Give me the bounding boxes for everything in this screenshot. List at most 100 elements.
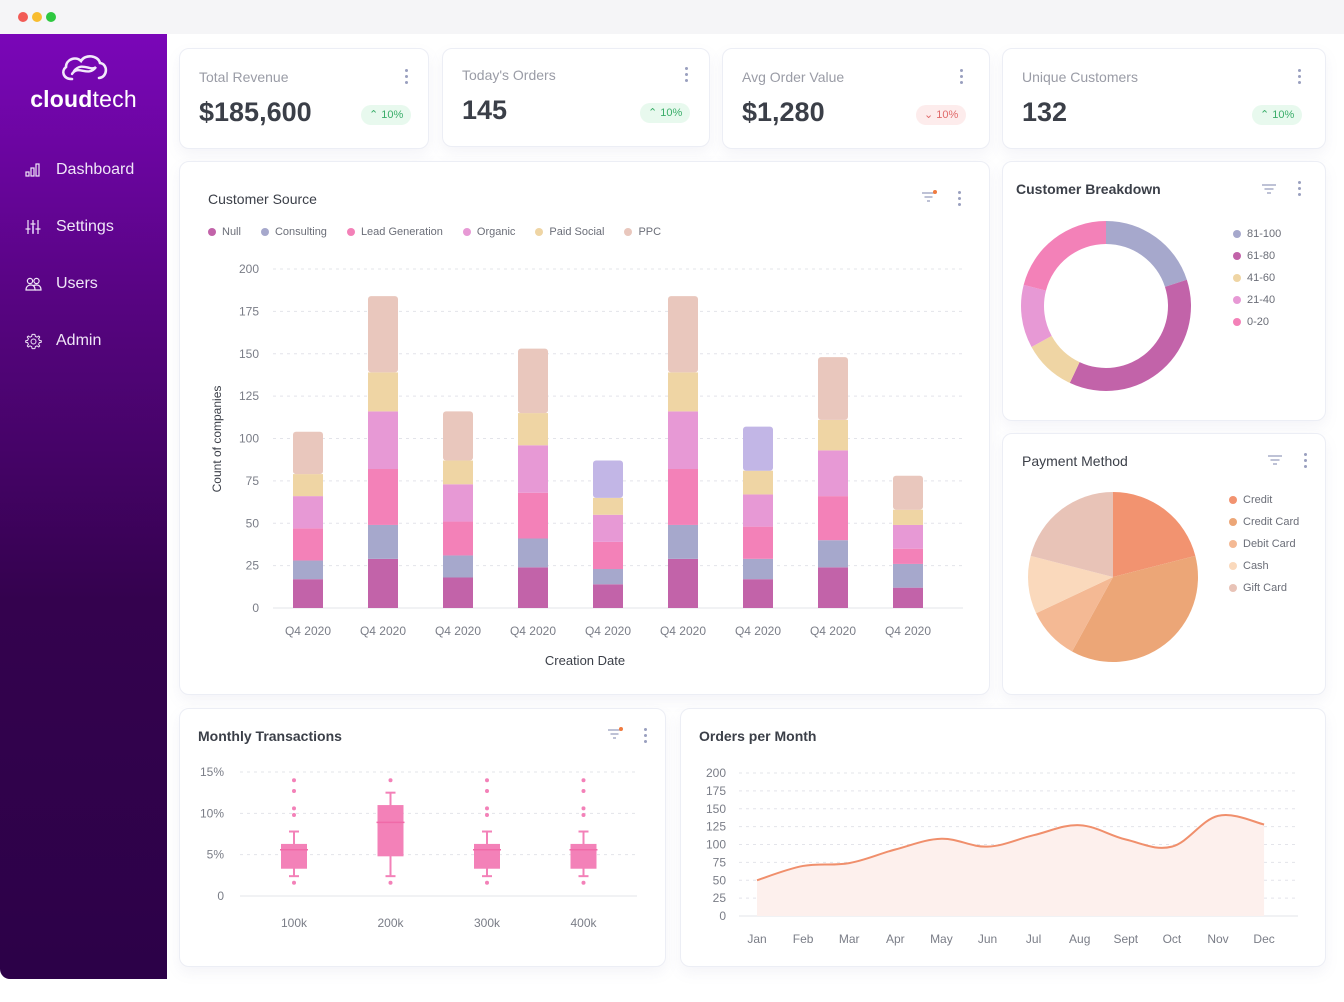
x-tick-label: Jun xyxy=(978,932,997,946)
bar-segment xyxy=(443,484,473,522)
more-options-icon[interactable] xyxy=(405,69,409,85)
payment-method-card: Payment Method Credit Credit Card Debit Ca… xyxy=(1002,433,1326,695)
window-titlebar xyxy=(0,0,1344,34)
sidebar-item-users[interactable]: Users xyxy=(24,272,98,296)
bar-stack xyxy=(443,411,473,608)
bar-segment xyxy=(293,474,323,497)
more-options-icon[interactable] xyxy=(644,728,648,744)
sidebar-item-settings[interactable]: Settings xyxy=(24,215,114,239)
monthly-transactions-card: Monthly Transactions 0 5% 10% 15% 100k 200k 30… xyxy=(179,708,666,967)
legend-item[interactable]: Paid Social xyxy=(535,226,604,238)
sidebar-item-dashboard[interactable]: Dashboard xyxy=(24,158,134,182)
orders-per-month-chart: 0 25 50 75 100 125 150 175 200 Jan Feb Mar Apr May Jun… xyxy=(706,766,1298,946)
y-tick-label: 200 xyxy=(706,766,726,780)
bar-segment xyxy=(893,563,923,588)
bar-segment xyxy=(518,538,548,568)
minimize-window-button[interactable] xyxy=(32,12,42,22)
card-title: Customer Breakdown xyxy=(1016,181,1161,197)
y-tick-label: 10% xyxy=(200,806,224,820)
y-tick-label: 125 xyxy=(239,389,259,403)
y-tick-label: 150 xyxy=(239,347,259,361)
legend-swatch xyxy=(1229,540,1237,548)
legend-item[interactable]: Credit Card xyxy=(1229,511,1299,533)
legend-item[interactable]: Consulting xyxy=(260,226,327,238)
legend-item[interactable]: Organic xyxy=(462,226,515,238)
change-badge: ⌃ 10% xyxy=(361,105,412,125)
area-fill xyxy=(757,815,1265,916)
close-window-button[interactable] xyxy=(18,12,28,22)
more-options-icon[interactable] xyxy=(1304,453,1308,469)
cloud-logo-icon xyxy=(61,55,107,81)
legend-swatch xyxy=(462,228,471,236)
legend-label: 81-100 xyxy=(1247,228,1282,240)
legend-item[interactable]: 61-80 xyxy=(1233,245,1281,267)
legend-swatch xyxy=(535,228,544,236)
outlier-point xyxy=(292,806,296,811)
legend-item[interactable]: 41-60 xyxy=(1233,267,1281,289)
more-options-icon[interactable] xyxy=(685,67,689,83)
bar-segment xyxy=(818,419,848,451)
bar-chart-icon xyxy=(24,161,42,179)
filter-icon[interactable] xyxy=(1267,453,1283,467)
y-tick-label: 200 xyxy=(239,262,259,276)
filter-icon[interactable] xyxy=(1261,182,1277,196)
box-plot xyxy=(376,778,405,885)
legend-item[interactable]: 21-40 xyxy=(1233,289,1281,311)
legend-label: 41-60 xyxy=(1247,272,1276,284)
legend-item[interactable]: Gift Card xyxy=(1229,577,1299,599)
kpi-title: Unique Customers xyxy=(1022,69,1138,85)
legend-item[interactable]: Lead Generation xyxy=(346,226,443,238)
bar-stack xyxy=(368,296,398,608)
change-badge: ⌃ 10% xyxy=(1252,105,1303,125)
x-tick-label: 300k xyxy=(474,916,501,930)
filter-icon[interactable] xyxy=(607,727,623,741)
y-tick-label: 0 xyxy=(252,601,259,615)
x-tick-label: Q4 2020 xyxy=(285,624,331,638)
customer-breakdown-card: Customer Breakdown 81-100 61-80 41-60 21-40… xyxy=(1002,161,1326,421)
bar-segment xyxy=(893,548,923,564)
box-plot xyxy=(473,778,501,885)
box xyxy=(474,843,500,869)
sidebar-item-admin[interactable]: Admin xyxy=(24,329,101,353)
box-plot xyxy=(280,778,308,885)
y-tick-label: 100 xyxy=(706,838,726,852)
legend-label: Gift Card xyxy=(1243,582,1288,594)
outlier-point xyxy=(292,789,296,794)
legend-item[interactable]: Cash xyxy=(1229,555,1299,577)
more-options-icon[interactable] xyxy=(958,191,962,207)
bar-stack xyxy=(893,475,923,608)
bar-segment xyxy=(518,348,548,414)
brand-logo[interactable]: cloudtech xyxy=(0,52,167,113)
chart-legend: Null Consulting Lead Generation Organic Paid… xyxy=(208,226,681,238)
legend-item[interactable]: PPC xyxy=(624,226,661,238)
chart-legend: 81-100 61-80 41-60 21-40 0-20 xyxy=(1233,223,1281,333)
y-tick-label: 175 xyxy=(706,784,726,798)
change-badge: ⌃ 10% xyxy=(640,103,691,123)
brand-name: cloudtech xyxy=(30,86,137,112)
card-title: Orders per Month xyxy=(699,728,817,744)
box xyxy=(570,843,597,869)
legend-item[interactable]: 0-20 xyxy=(1233,311,1281,333)
y-tick-label: 150 xyxy=(706,802,726,816)
outlier-point xyxy=(485,806,489,811)
y-tick-label: 75 xyxy=(246,474,260,488)
more-options-icon[interactable] xyxy=(1298,69,1302,85)
kpi-value: 145 xyxy=(462,95,508,125)
kpi-title: Today's Orders xyxy=(462,67,556,83)
filter-icon[interactable] xyxy=(921,190,937,204)
x-tick-label: 400k xyxy=(570,916,597,930)
x-tick-label: Jul xyxy=(1026,932,1041,946)
y-tick-label: 125 xyxy=(706,820,726,834)
x-tick-label: Apr xyxy=(886,932,905,946)
legend-item[interactable]: Debit Card xyxy=(1229,533,1299,555)
sidebar: cloudtech Dashboard Settings Users Admin xyxy=(0,34,167,979)
bar-segment xyxy=(368,558,398,608)
card-title: Payment Method xyxy=(1022,453,1128,469)
legend-item[interactable]: Credit xyxy=(1229,489,1299,511)
legend-item[interactable]: 81-100 xyxy=(1233,223,1281,245)
maximize-window-button[interactable] xyxy=(46,12,56,22)
legend-label: 21-40 xyxy=(1247,294,1276,306)
legend-item[interactable]: Null xyxy=(208,226,241,238)
more-options-icon[interactable] xyxy=(1298,181,1302,197)
more-options-icon[interactable] xyxy=(960,69,964,85)
